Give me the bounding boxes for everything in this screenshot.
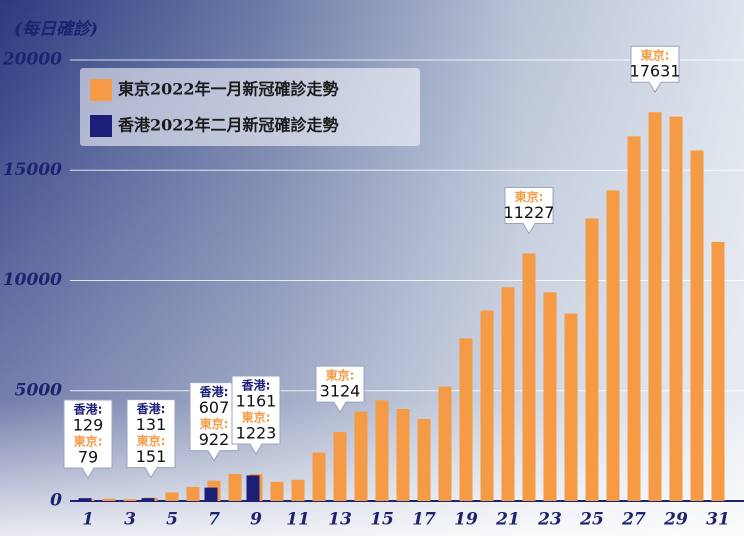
- bar: [669, 116, 683, 501]
- callout-box: [231, 375, 281, 456]
- callout-prefix: 東京:: [641, 48, 670, 63]
- callout-prefix: 東京:: [326, 368, 355, 383]
- callout-prefix: 東京:: [200, 416, 229, 431]
- callout-prefix: 東京:: [137, 433, 166, 448]
- bar: [246, 475, 260, 501]
- bar: [585, 218, 599, 502]
- x-tick-label: 17: [412, 510, 436, 530]
- bar: [648, 112, 662, 501]
- legend-swatch: [90, 79, 112, 101]
- callout: 東京:3124: [315, 365, 365, 414]
- x-tick-label: 9: [250, 510, 262, 530]
- y-tick-label: 10000: [3, 270, 62, 290]
- x-tick-label: 11: [286, 510, 310, 530]
- x-tick-label: 1: [82, 510, 94, 530]
- y-tick-label: 0: [50, 491, 62, 511]
- y-tick-label: 5000: [15, 380, 62, 400]
- data-label: 151: [136, 447, 167, 466]
- data-label: 17631: [630, 62, 681, 81]
- bar: [480, 310, 494, 501]
- bar: [165, 492, 179, 501]
- x-tick-label: 23: [537, 510, 562, 530]
- bar: [501, 287, 515, 501]
- callout-prefix: 香港:: [241, 378, 271, 393]
- bar: [270, 481, 284, 501]
- x-tick-label: 25: [579, 510, 604, 530]
- bar: [333, 432, 347, 501]
- data-label: 607: [199, 398, 230, 417]
- y-axis-label: (每日確診): [14, 20, 98, 40]
- bar: [606, 190, 620, 502]
- bar: [78, 498, 92, 501]
- bar: [522, 253, 536, 501]
- bar: [354, 411, 368, 501]
- data-label: 131: [136, 415, 167, 434]
- callout-prefix: 香港:: [136, 401, 166, 416]
- bar: [711, 241, 725, 502]
- bar: [102, 498, 116, 501]
- data-label: 79: [78, 448, 98, 467]
- bar: [228, 474, 242, 501]
- x-tick-label: 3: [124, 510, 136, 530]
- callout: 東京:11227: [504, 186, 555, 235]
- bar: [459, 338, 473, 501]
- y-tick-label: 15000: [3, 160, 62, 180]
- legend-swatch: [90, 115, 112, 137]
- callout-prefix: 香港:: [199, 384, 229, 399]
- bar: [291, 479, 305, 501]
- bar: [141, 498, 155, 501]
- callout-box: [126, 399, 176, 479]
- y-tick-label: 20000: [2, 50, 62, 70]
- bar: [438, 386, 452, 501]
- bar: [375, 400, 389, 501]
- data-label: 11227: [504, 203, 555, 222]
- bar: [564, 313, 578, 501]
- bar: [396, 409, 410, 501]
- callout-prefix: 香港:: [73, 402, 103, 417]
- x-tick-label: 15: [370, 510, 394, 530]
- callout-prefix: 東京:: [515, 189, 544, 204]
- callout-prefix: 東京:: [242, 410, 271, 425]
- x-tick-label: 19: [454, 510, 478, 530]
- callout-box: [63, 399, 113, 479]
- callout-prefix: 東京:: [74, 434, 103, 449]
- bar: [186, 486, 200, 501]
- bar: [627, 136, 641, 501]
- data-label: 1161: [236, 392, 277, 411]
- bar: [417, 418, 431, 501]
- x-tick-label: 5: [166, 510, 178, 530]
- bar: [543, 292, 557, 501]
- x-tick-label: 29: [663, 510, 688, 530]
- x-tick-label: 7: [208, 510, 220, 530]
- data-label: 1223: [236, 424, 277, 443]
- bar: [690, 150, 704, 501]
- callout-box: [315, 365, 365, 414]
- legend-label: 香港2022年二月新冠確診走勢: [117, 116, 339, 135]
- bar: [123, 499, 137, 501]
- x-tick-label: 27: [621, 510, 646, 530]
- bar: [312, 452, 326, 501]
- data-label: 3124: [320, 382, 361, 401]
- legend-box: [80, 68, 420, 146]
- x-tick-label: 31: [706, 510, 730, 530]
- callout: 東京:17631: [630, 45, 681, 94]
- bar: [204, 487, 218, 501]
- callout-box: [504, 186, 554, 235]
- data-label: 129: [73, 416, 104, 435]
- data-label: 922: [199, 430, 230, 449]
- x-tick-label: 13: [328, 510, 352, 530]
- callout-box: [630, 45, 680, 94]
- legend-label: 東京2022年一月新冠確診走勢: [118, 80, 339, 99]
- x-tick-label: 21: [495, 510, 520, 530]
